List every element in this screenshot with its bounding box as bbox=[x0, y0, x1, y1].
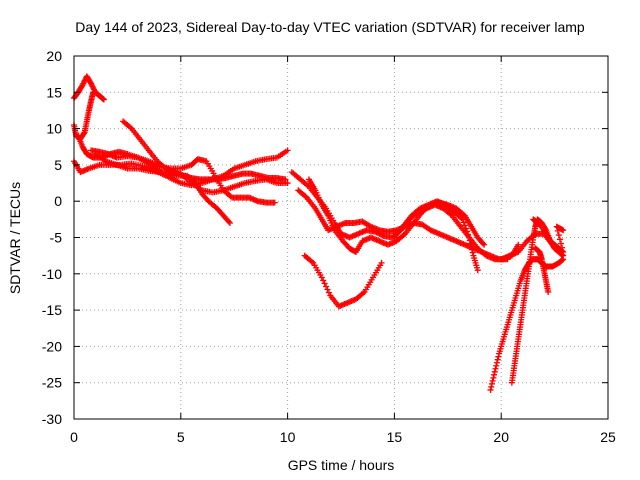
x-axis-label: GPS time / hours bbox=[288, 457, 395, 473]
data-point bbox=[469, 246, 476, 253]
data-point bbox=[489, 377, 496, 384]
y-tick-label: 15 bbox=[46, 84, 62, 100]
data-point bbox=[545, 288, 552, 295]
y-axis-label: SDTVAR / TECUs bbox=[7, 182, 23, 294]
data-point bbox=[284, 147, 291, 154]
data-point bbox=[558, 249, 565, 256]
data-point bbox=[323, 283, 330, 290]
y-tick-label: 5 bbox=[54, 157, 62, 173]
data-point bbox=[480, 240, 487, 247]
series-track-8 bbox=[288, 169, 522, 263]
series-track-15 bbox=[532, 245, 552, 295]
data-point bbox=[378, 259, 385, 266]
data-point bbox=[559, 244, 566, 251]
data-point bbox=[468, 243, 475, 250]
series-track-7 bbox=[92, 151, 291, 196]
data-point bbox=[461, 222, 468, 229]
chart-title: Day 144 of 2023, Sidereal Day-to-day VTE… bbox=[75, 19, 585, 35]
data-point bbox=[487, 386, 494, 393]
y-tick-label: -30 bbox=[42, 411, 62, 427]
data-point bbox=[495, 353, 502, 360]
data-point bbox=[494, 356, 501, 363]
data-point bbox=[492, 365, 499, 372]
data-point bbox=[225, 218, 232, 225]
data-point bbox=[90, 89, 97, 96]
data-point bbox=[320, 277, 327, 284]
data-point bbox=[466, 237, 473, 244]
data-point bbox=[481, 241, 488, 248]
data-point bbox=[515, 241, 522, 248]
data-point bbox=[465, 231, 472, 238]
data-point bbox=[493, 359, 500, 366]
grid bbox=[74, 56, 608, 419]
data-point bbox=[558, 240, 565, 247]
data-point bbox=[491, 371, 498, 378]
data-point bbox=[325, 289, 332, 296]
y-tick-label: -5 bbox=[50, 230, 63, 246]
series-track-3 bbox=[75, 132, 278, 206]
data-point bbox=[100, 96, 107, 103]
x-tick-label: 0 bbox=[70, 429, 78, 445]
data-point bbox=[459, 216, 466, 223]
data-point bbox=[556, 236, 563, 243]
y-tick-label: 0 bbox=[54, 193, 62, 209]
data-point bbox=[80, 130, 87, 137]
x-tick-label: 20 bbox=[493, 429, 509, 445]
x-tick-label: 5 bbox=[177, 429, 185, 445]
y-tick-label: 10 bbox=[46, 121, 62, 137]
y-tick-label: 20 bbox=[46, 48, 62, 64]
axis-ticks: 0 5 10 15 20 25 20 15 10 5 0 -5 -10 -15 -20 -25 -30 bbox=[42, 48, 616, 445]
data-point bbox=[474, 267, 481, 274]
x-tick-label: 15 bbox=[387, 429, 403, 445]
data-point bbox=[324, 286, 331, 293]
data-point bbox=[462, 225, 469, 232]
data-point bbox=[467, 240, 474, 247]
data-point bbox=[464, 228, 471, 235]
data-point bbox=[284, 180, 291, 187]
series-track-17 bbox=[498, 230, 565, 263]
y-tick-label: -15 bbox=[42, 302, 62, 318]
data-point bbox=[271, 199, 278, 206]
data-point bbox=[488, 380, 495, 387]
data-point bbox=[555, 232, 562, 239]
y-tick-label: -20 bbox=[42, 338, 62, 354]
series-track-12 bbox=[391, 198, 481, 274]
data-point bbox=[560, 227, 567, 234]
y-tick-label: -25 bbox=[42, 375, 62, 391]
data-points bbox=[71, 73, 567, 393]
data-point bbox=[321, 280, 328, 287]
data-point bbox=[466, 234, 473, 241]
x-tick-label: 25 bbox=[600, 429, 616, 445]
data-point bbox=[488, 383, 495, 390]
data-point bbox=[490, 374, 497, 381]
data-point bbox=[318, 274, 325, 281]
x-tick-label: 10 bbox=[280, 429, 296, 445]
data-point bbox=[493, 362, 500, 369]
data-point bbox=[469, 249, 476, 256]
data-point bbox=[491, 368, 498, 375]
series-track-1 bbox=[71, 73, 107, 103]
data-point bbox=[226, 219, 233, 226]
series-track-11 bbox=[301, 252, 385, 310]
y-tick-label: -10 bbox=[42, 266, 62, 282]
data-point bbox=[460, 219, 467, 226]
